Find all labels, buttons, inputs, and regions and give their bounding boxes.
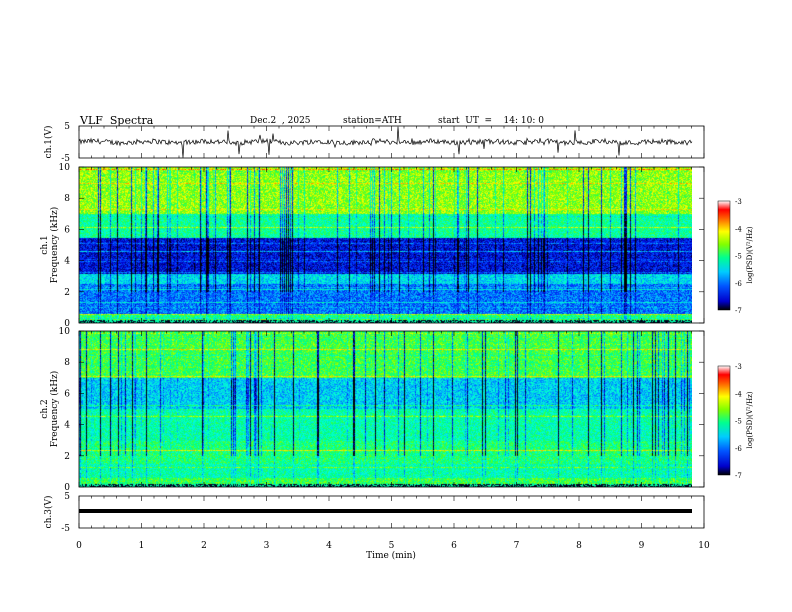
ch1-ylabel: ch.1(V)	[43, 126, 54, 159]
colorbar-tick-label: -4	[735, 225, 742, 233]
ch1-spec-ylabel-top: ch.1	[40, 235, 50, 254]
ch2-spec-ylabel-top: ch.2	[40, 399, 50, 418]
date-label: Dec.2 , 2025	[250, 116, 311, 126]
x-tick-label: 4	[326, 541, 332, 551]
ch1-spectrogram-image	[79, 167, 692, 323]
freq-tick-label: 0	[64, 319, 70, 329]
colorbar-tick-label: -7	[735, 307, 742, 315]
x-tick-label: 8	[576, 541, 582, 551]
ch3-waveform-panel: 5 -5 ch.3(V) 0 1 2 3 4 5 6 7 8 9 10 Time (min)	[43, 126, 710, 561]
freq-tick-label: 4	[64, 421, 70, 431]
x-tick-label: 5	[389, 541, 395, 551]
freq-tick-label: 10	[59, 163, 71, 173]
ch1-ytick-top: 5	[64, 122, 70, 132]
colorbar-tick-label: -3	[735, 363, 742, 371]
ch2-colorbar	[717, 365, 731, 476]
colorbar-tick-label: -3	[735, 198, 742, 206]
x-tick-label: 3	[264, 541, 270, 551]
ch1-ytick-bottom: -5	[61, 154, 70, 164]
ch3-ytick-bottom: -5	[61, 524, 70, 534]
figure-title: VLF Spectra	[80, 114, 154, 127]
ch1-colorbar-label: log(PSD)(V²/Hz)	[746, 226, 754, 283]
ch1-colorbar	[717, 200, 731, 311]
x-tick-label: 7	[514, 541, 520, 551]
colorbar-tick-label: -4	[735, 390, 742, 398]
x-axis-label: Time (min)	[366, 550, 416, 561]
freq-tick-label: 6	[64, 225, 70, 235]
x-tick-label: 9	[639, 541, 645, 551]
x-tick-label: 10	[698, 541, 710, 551]
freq-tick-label: 8	[64, 194, 70, 204]
freq-tick-label: 6	[64, 389, 70, 399]
ch3-waveform-line	[79, 509, 692, 513]
x-tick-label: 6	[451, 541, 457, 551]
freq-tick-label: 0	[64, 483, 70, 493]
ch2-colorbar-label: log(PSD)(V²/Hz)	[746, 391, 754, 448]
freq-tick-label: 8	[64, 358, 70, 368]
freq-tick-label: 2	[64, 452, 70, 462]
ch1-spec-ylabel: Frequency (kHz)	[49, 207, 60, 284]
start-time-label: start UT = 14: 10: 0	[438, 116, 544, 126]
colorbar-tick-label: -6	[735, 280, 742, 288]
ch2-spec-ylabel: Frequency (kHz)	[49, 371, 60, 448]
colorbar-tick-label: -7	[735, 472, 742, 480]
ch2-spectrogram-image	[79, 331, 692, 487]
x-tick-label: 0	[76, 541, 82, 551]
x-tick-label: 1	[139, 541, 145, 551]
station-label: station=ATH	[343, 116, 402, 126]
colorbar-tick-label: -6	[735, 445, 742, 453]
ch3-ylabel: ch.3(V)	[43, 496, 54, 529]
x-tick-label: 2	[201, 541, 207, 551]
colorbar-tick-label: -5	[735, 418, 742, 426]
freq-tick-label: 10	[59, 327, 71, 337]
ch3-ytick-top: 5	[64, 492, 70, 502]
freq-tick-label: 4	[64, 257, 70, 267]
ch1-waveform-panel: 5 -5 ch.1(V)	[43, 122, 705, 164]
colorbar-tick-label: -5	[735, 253, 742, 261]
ch1-waveform-line	[78, 126, 693, 158]
freq-tick-label: 2	[64, 288, 70, 298]
